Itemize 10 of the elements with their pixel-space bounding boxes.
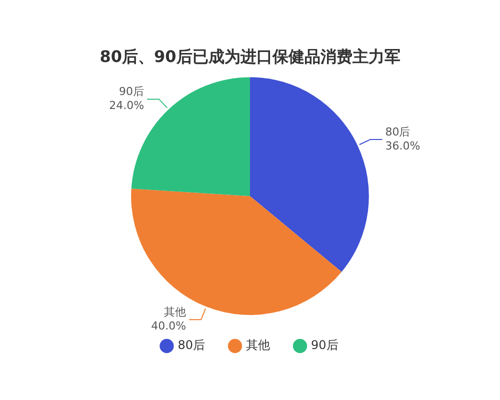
data-label: 24.0% bbox=[109, 99, 144, 112]
slice-label: 其他 bbox=[164, 306, 186, 319]
data-label: 36.0% bbox=[385, 139, 420, 152]
legend-label: 90后 bbox=[311, 338, 338, 352]
data-label: 40.0% bbox=[151, 320, 186, 333]
legend-label: 其他 bbox=[246, 338, 270, 352]
legend-label: 80后 bbox=[178, 338, 206, 352]
slice-label: 90后 bbox=[119, 85, 144, 98]
chart-title: 80后、90后已成为进口保健品消费主力军 bbox=[100, 46, 400, 66]
slice-label: 80后 bbox=[385, 125, 410, 138]
